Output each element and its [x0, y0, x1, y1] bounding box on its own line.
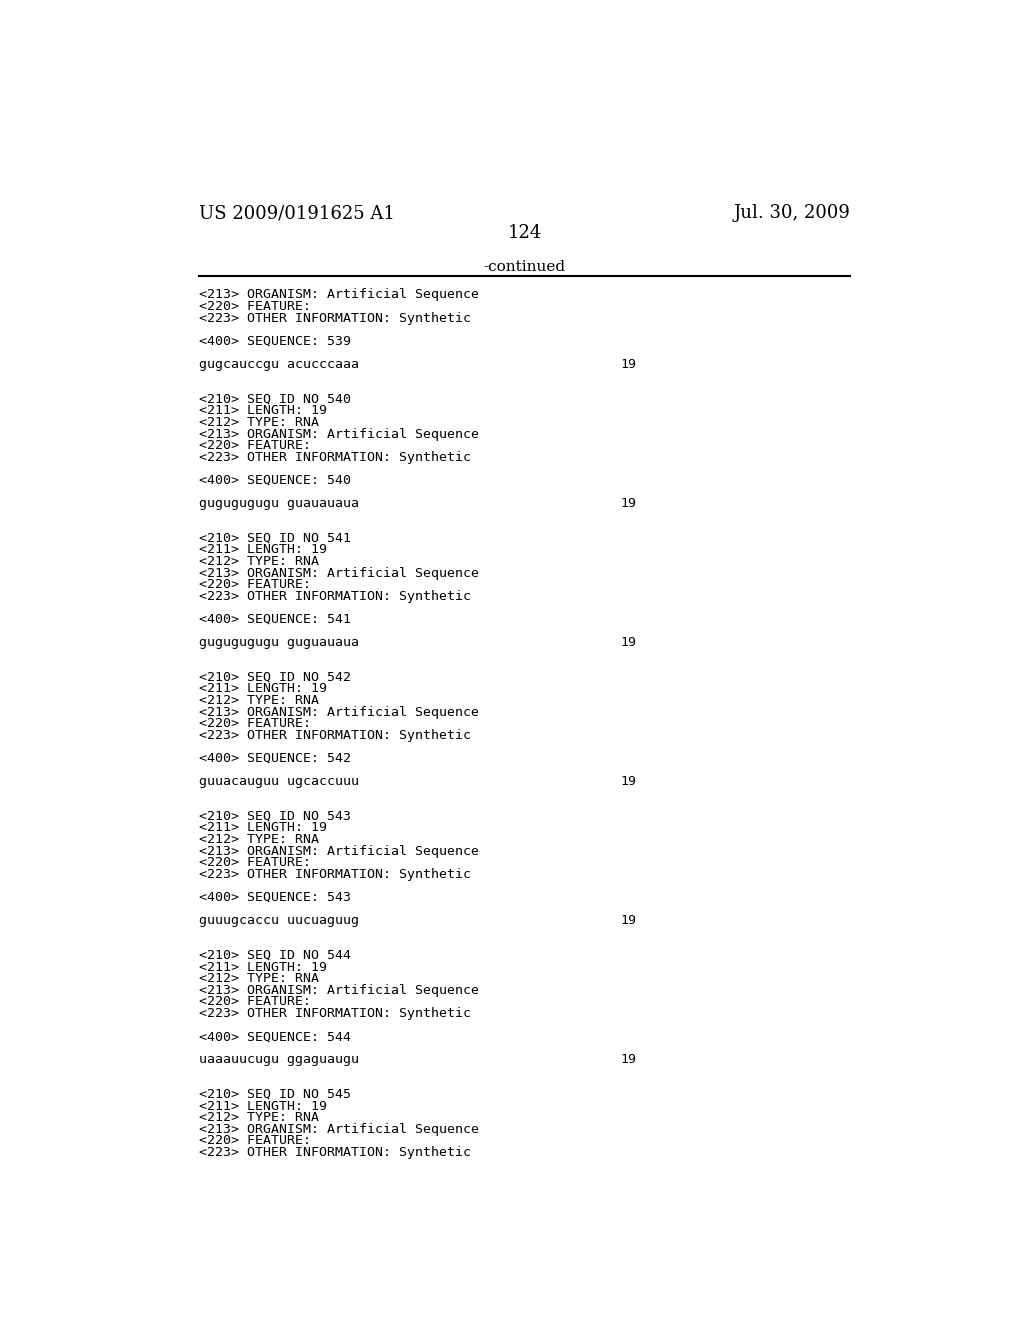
Text: <212> TYPE: RNA: <212> TYPE: RNA [200, 972, 319, 985]
Text: <223> OTHER INFORMATION: Synthetic: <223> OTHER INFORMATION: Synthetic [200, 729, 471, 742]
Text: <400> SEQUENCE: 542: <400> SEQUENCE: 542 [200, 752, 351, 766]
Text: 19: 19 [620, 358, 636, 371]
Text: 19: 19 [620, 915, 636, 927]
Text: US 2009/0191625 A1: US 2009/0191625 A1 [200, 205, 395, 222]
Text: <211> LENGTH: 19: <211> LENGTH: 19 [200, 544, 328, 557]
Text: <220> FEATURE:: <220> FEATURE: [200, 300, 311, 313]
Text: <223> OTHER INFORMATION: Synthetic: <223> OTHER INFORMATION: Synthetic [200, 312, 471, 325]
Text: <210> SEQ ID NO 543: <210> SEQ ID NO 543 [200, 810, 351, 822]
Text: <220> FEATURE:: <220> FEATURE: [200, 857, 311, 870]
Text: <213> ORGANISM: Artificial Sequence: <213> ORGANISM: Artificial Sequence [200, 845, 479, 858]
Text: <223> OTHER INFORMATION: Synthetic: <223> OTHER INFORMATION: Synthetic [200, 867, 471, 880]
Text: <220> FEATURE:: <220> FEATURE: [200, 578, 311, 591]
Text: <223> OTHER INFORMATION: Synthetic: <223> OTHER INFORMATION: Synthetic [200, 590, 471, 603]
Text: <400> SEQUENCE: 543: <400> SEQUENCE: 543 [200, 891, 351, 904]
Text: gugugugugu guauauaua: gugugugugu guauauaua [200, 498, 359, 510]
Text: <210> SEQ ID NO 542: <210> SEQ ID NO 542 [200, 671, 351, 684]
Text: <210> SEQ ID NO 541: <210> SEQ ID NO 541 [200, 532, 351, 545]
Text: <213> ORGANISM: Artificial Sequence: <213> ORGANISM: Artificial Sequence [200, 983, 479, 997]
Text: <212> TYPE: RNA: <212> TYPE: RNA [200, 833, 319, 846]
Text: -continued: -continued [483, 260, 566, 275]
Text: Jul. 30, 2009: Jul. 30, 2009 [733, 205, 850, 222]
Text: 19: 19 [620, 1053, 636, 1067]
Text: <220> FEATURE:: <220> FEATURE: [200, 1134, 311, 1147]
Text: <211> LENGTH: 19: <211> LENGTH: 19 [200, 404, 328, 417]
Text: <220> FEATURE:: <220> FEATURE: [200, 717, 311, 730]
Text: gugcauccgu acucccaaa: gugcauccgu acucccaaa [200, 358, 359, 371]
Text: <223> OTHER INFORMATION: Synthetic: <223> OTHER INFORMATION: Synthetic [200, 450, 471, 463]
Text: <223> OTHER INFORMATION: Synthetic: <223> OTHER INFORMATION: Synthetic [200, 1007, 471, 1020]
Text: <211> LENGTH: 19: <211> LENGTH: 19 [200, 821, 328, 834]
Text: <213> ORGANISM: Artificial Sequence: <213> ORGANISM: Artificial Sequence [200, 1123, 479, 1135]
Text: <213> ORGANISM: Artificial Sequence: <213> ORGANISM: Artificial Sequence [200, 428, 479, 441]
Text: 124: 124 [508, 224, 542, 243]
Text: <400> SEQUENCE: 539: <400> SEQUENCE: 539 [200, 335, 351, 348]
Text: <212> TYPE: RNA: <212> TYPE: RNA [200, 416, 319, 429]
Text: uaaauucugu ggaguaugu: uaaauucugu ggaguaugu [200, 1053, 359, 1067]
Text: <400> SEQUENCE: 541: <400> SEQUENCE: 541 [200, 612, 351, 626]
Text: <211> LENGTH: 19: <211> LENGTH: 19 [200, 682, 328, 696]
Text: <220> FEATURE:: <220> FEATURE: [200, 995, 311, 1008]
Text: <212> TYPE: RNA: <212> TYPE: RNA [200, 1111, 319, 1125]
Text: <212> TYPE: RNA: <212> TYPE: RNA [200, 694, 319, 708]
Text: <400> SEQUENCE: 544: <400> SEQUENCE: 544 [200, 1030, 351, 1043]
Text: <211> LENGTH: 19: <211> LENGTH: 19 [200, 1100, 328, 1113]
Text: <210> SEQ ID NO 545: <210> SEQ ID NO 545 [200, 1088, 351, 1101]
Text: <223> OTHER INFORMATION: Synthetic: <223> OTHER INFORMATION: Synthetic [200, 1146, 471, 1159]
Text: <213> ORGANISM: Artificial Sequence: <213> ORGANISM: Artificial Sequence [200, 289, 479, 301]
Text: guuugcaccu uucuaguug: guuugcaccu uucuaguug [200, 915, 359, 927]
Text: gugugugugu guguauaua: gugugugugu guguauaua [200, 636, 359, 649]
Text: guuacauguu ugcaccuuu: guuacauguu ugcaccuuu [200, 775, 359, 788]
Text: <210> SEQ ID NO 544: <210> SEQ ID NO 544 [200, 949, 351, 962]
Text: <210> SEQ ID NO 540: <210> SEQ ID NO 540 [200, 393, 351, 405]
Text: 19: 19 [620, 636, 636, 649]
Text: <212> TYPE: RNA: <212> TYPE: RNA [200, 554, 319, 568]
Text: <213> ORGANISM: Artificial Sequence: <213> ORGANISM: Artificial Sequence [200, 566, 479, 579]
Text: <400> SEQUENCE: 540: <400> SEQUENCE: 540 [200, 474, 351, 487]
Text: <213> ORGANISM: Artificial Sequence: <213> ORGANISM: Artificial Sequence [200, 706, 479, 718]
Text: 19: 19 [620, 498, 636, 510]
Text: 19: 19 [620, 775, 636, 788]
Text: <211> LENGTH: 19: <211> LENGTH: 19 [200, 961, 328, 974]
Text: <220> FEATURE:: <220> FEATURE: [200, 440, 311, 453]
